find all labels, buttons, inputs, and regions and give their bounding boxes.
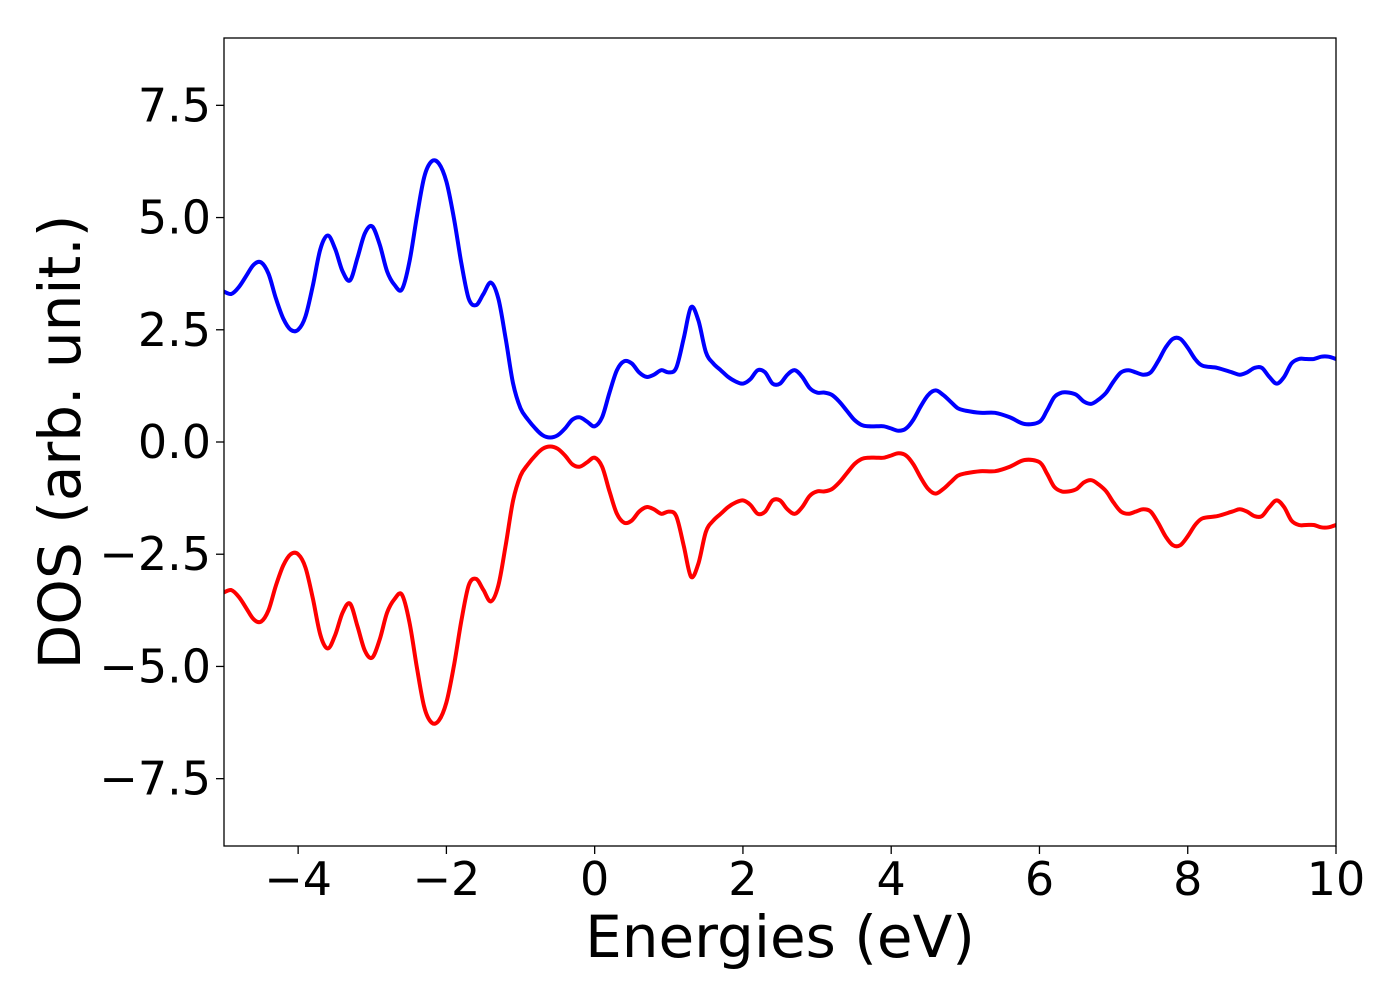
y-axis-title: DOS (arb. unit.)	[26, 215, 94, 670]
x-tick-label: 4	[877, 852, 906, 906]
series-layer	[224, 158, 1336, 726]
x-tick-label: −2	[412, 852, 480, 906]
x-tick-label: 8	[1173, 852, 1202, 906]
y-tick-label: 2.5	[138, 303, 211, 357]
y-tick-label: −7.5	[99, 752, 211, 806]
x-tick-label: 10	[1307, 852, 1366, 906]
x-tick-label: 2	[728, 852, 757, 906]
x-tick-label: −4	[264, 852, 332, 906]
y-tick-label: 5.0	[138, 191, 211, 245]
spin-up-dos-line	[224, 158, 1336, 440]
y-tick-label: 0.0	[138, 415, 211, 469]
x-tick-label: 0	[580, 852, 609, 906]
plot-frame	[223, 37, 1337, 847]
y-tick-label: −5.0	[99, 639, 211, 693]
y-tick-label: 7.5	[138, 78, 211, 132]
spin-down-dos-line	[224, 444, 1336, 726]
x-tick-label: 6	[1025, 852, 1054, 906]
y-tick-label: −2.5	[99, 527, 211, 581]
x-axis-ticks: −4 −2 0 2 4 6 8 10	[264, 846, 1365, 906]
y-axis-ticks: 7.5 5.0 2.5 0.0 −2.5 −5.0 −7.5	[99, 78, 224, 806]
x-axis-title: Energies (eV)	[585, 903, 975, 971]
